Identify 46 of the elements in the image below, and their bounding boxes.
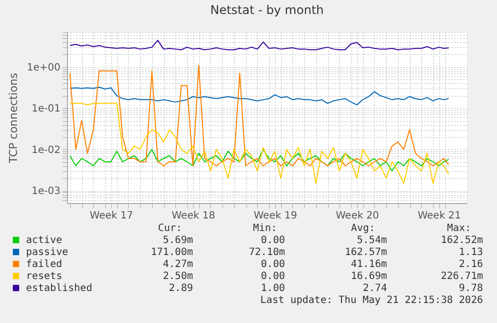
text: Avg: (350, 223, 376, 234)
text: Min: (252, 223, 278, 234)
text: 1.00 (260, 283, 285, 294)
legend-label: active (26, 235, 62, 246)
text: 171.00m (150, 247, 193, 258)
text: Cur: (158, 223, 182, 234)
text: 41.16m (350, 259, 387, 270)
text: Max: (446, 223, 472, 234)
text: 16.69m (350, 271, 387, 282)
x-tick-label: Week 21 (418, 210, 462, 222)
x-tick-label: Week 20 (336, 210, 380, 222)
line-series (69, 102, 450, 184)
y-tick-label: 1e-03 (32, 186, 60, 198)
legend-label: resets (26, 271, 62, 282)
chart-title: Netstat - by month (210, 3, 324, 17)
text: 0.00 (260, 259, 285, 270)
text: 2.50m (162, 271, 193, 282)
text: 4.27m (162, 259, 193, 270)
text: 5.69m (162, 235, 193, 246)
x-tick-label: Week 17 (90, 210, 134, 222)
legend-label: passive (26, 247, 68, 258)
text: 72.10m (248, 247, 285, 258)
y-tick-label: 1e-01 (32, 104, 60, 115)
text: 1.13 (458, 247, 483, 258)
text: 2.16 (458, 259, 483, 270)
line-series (69, 64, 450, 166)
y-tick-label: 1e+00 (26, 62, 60, 74)
y-tick-label: 1e-02 (32, 144, 60, 156)
legend-label: failed (26, 259, 62, 270)
text: 2.74 (362, 283, 387, 294)
text: 226.71m (440, 271, 483, 282)
text: 162.57m (344, 247, 387, 258)
text: 9.78 (458, 283, 483, 294)
line-series (69, 86, 450, 106)
text: 5.54m (356, 235, 387, 246)
text: 162.52m (440, 235, 483, 246)
text: 2.89 (168, 283, 193, 294)
legend-label: established (26, 283, 92, 294)
x-tick-label: Week 18 (172, 210, 216, 222)
line-series (69, 40, 450, 50)
y-axis-title: TCP connections (6, 72, 20, 164)
line-series (69, 148, 450, 172)
text: Last update: Thu May 21 22:15:38 2026 (260, 295, 483, 306)
text: 0.00 (260, 271, 285, 282)
text: 0.00 (260, 235, 285, 246)
x-tick-label: Week 19 (254, 210, 298, 222)
